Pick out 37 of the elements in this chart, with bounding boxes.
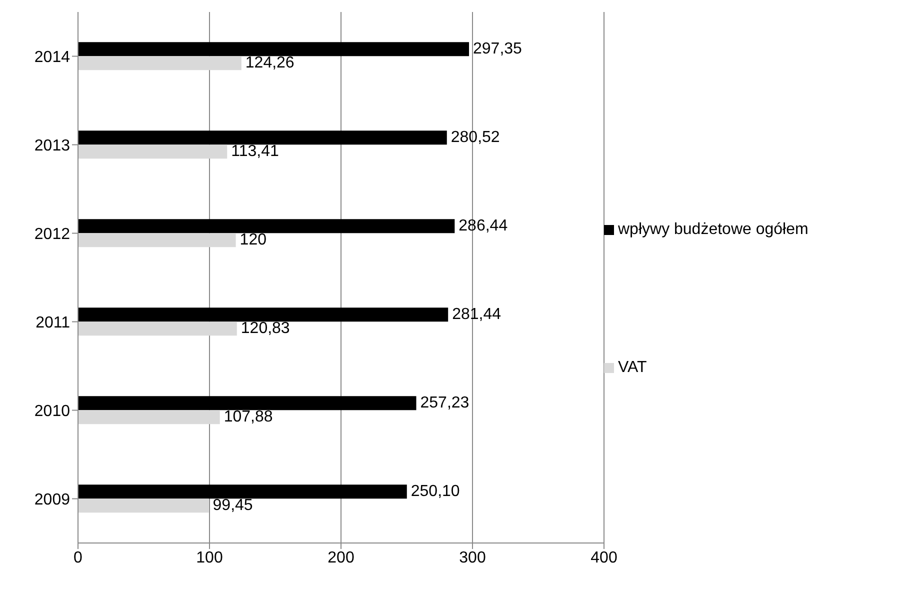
legend-label: wpływy budżetowe ogółem xyxy=(618,220,808,238)
y-tick-label: 2011 xyxy=(36,314,70,332)
y-tick-label: 2012 xyxy=(34,226,70,243)
data-label: 107,88 xyxy=(224,408,273,426)
data-label: 286,44 xyxy=(458,218,508,235)
data-label: 297,35 xyxy=(473,40,522,58)
bar xyxy=(78,484,407,499)
x-tick-label: 400 xyxy=(590,549,618,566)
bar xyxy=(78,219,455,234)
x-tick-label: 100 xyxy=(196,549,223,566)
legend-label: VAT xyxy=(618,358,647,376)
data-label: 280,52 xyxy=(450,129,500,146)
bar xyxy=(78,144,228,159)
y-tick-label: 2013 xyxy=(34,137,70,154)
data-label: 281,44 xyxy=(452,306,502,324)
bar xyxy=(78,498,209,513)
x-tick-label: 300 xyxy=(459,549,486,566)
data-label: 120,83 xyxy=(240,320,290,338)
bar xyxy=(78,42,470,56)
x-tick-label: 200 xyxy=(328,549,354,566)
bar xyxy=(78,130,447,145)
bar xyxy=(78,322,237,336)
bar xyxy=(78,56,242,70)
x-tick-label: 0 xyxy=(74,549,83,566)
data-label: 113,41 xyxy=(231,143,279,160)
data-label: 124,26 xyxy=(245,54,294,72)
y-tick-label: 2010 xyxy=(34,402,70,420)
bar xyxy=(78,233,236,248)
data-label: 99,45 xyxy=(212,497,253,514)
y-tick-label: 2009 xyxy=(34,491,70,508)
data-label: 250,10 xyxy=(410,483,460,500)
data-label: 120 xyxy=(240,232,267,249)
y-tick-label: 2014 xyxy=(34,48,70,66)
bar xyxy=(78,396,416,410)
data-label: 257,23 xyxy=(420,394,470,412)
bar xyxy=(78,410,220,424)
bar xyxy=(78,308,448,322)
